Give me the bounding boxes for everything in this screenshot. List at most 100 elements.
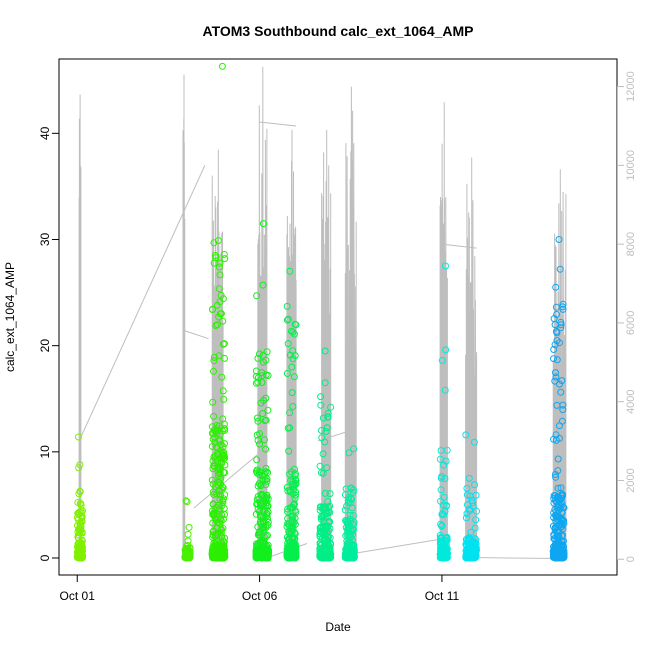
data-point: [283, 316, 291, 324]
data-point: [210, 527, 218, 535]
data-point: [342, 517, 350, 525]
data-point: [344, 528, 352, 536]
data-point: [214, 547, 222, 555]
data-point: [288, 533, 296, 541]
data-point: [557, 484, 565, 492]
data-point: [441, 475, 449, 482]
data-point: [322, 522, 330, 529]
data-point: [186, 550, 194, 558]
y2-axis-tick-label: 0: [625, 556, 637, 562]
data-point: [259, 281, 267, 289]
data-point: [318, 427, 325, 434]
data-point: [289, 520, 297, 528]
data-point: [262, 495, 270, 503]
data-point: [253, 456, 261, 464]
data-point: [550, 492, 558, 500]
data-point: [220, 340, 228, 348]
data-point: [290, 373, 298, 381]
data-point: [209, 519, 217, 527]
data-point: [342, 532, 350, 540]
series-cluster: [462, 431, 480, 562]
data-point: [219, 524, 227, 532]
data-point: [317, 401, 325, 409]
data-point: [260, 396, 267, 404]
data-point: [288, 468, 295, 476]
data-point: [559, 303, 566, 311]
data-point: [551, 377, 559, 385]
data-point: [254, 493, 262, 500]
data-point: [437, 474, 445, 482]
chart-title: ATOM3 Southbound calc_ext_1064_AMP: [203, 23, 474, 39]
data-point: [326, 554, 334, 562]
data-point: [263, 475, 271, 483]
data-point: [215, 263, 223, 271]
data-point: [218, 543, 226, 551]
data-point: [256, 518, 264, 526]
data-point: [214, 518, 222, 526]
data-point: [555, 236, 563, 243]
data-point: [438, 521, 446, 529]
data-point: [322, 503, 330, 511]
data-point: [254, 505, 262, 513]
data-point: [263, 512, 271, 520]
y2-axis-tick-label: 8000: [625, 232, 637, 256]
series-cluster: [73, 433, 87, 562]
data-point: [341, 506, 349, 514]
data-point: [252, 467, 260, 475]
data-point: [557, 318, 565, 326]
data-point: [350, 545, 358, 553]
data-point: [438, 357, 446, 364]
series-cluster: [252, 220, 273, 562]
data-point: [321, 489, 329, 497]
data-point: [220, 552, 228, 560]
data-point: [78, 518, 86, 526]
data-point: [213, 321, 221, 329]
data-point: [316, 539, 324, 547]
data-point: [254, 414, 261, 422]
data-point: [316, 506, 324, 514]
data-point: [440, 461, 448, 469]
data-point: [284, 508, 292, 516]
data-point: [350, 445, 358, 453]
data-point: [555, 551, 563, 559]
data-point: [321, 347, 329, 355]
data-point: [220, 250, 228, 258]
data-point: [319, 414, 327, 422]
data-point: [469, 554, 477, 562]
data-point: [317, 528, 325, 536]
data-point: [471, 524, 479, 532]
data-point: [212, 322, 220, 329]
data-point: [321, 504, 329, 512]
data-point: [552, 283, 560, 291]
data-point: [262, 532, 270, 540]
data-point: [209, 480, 217, 488]
data-point: [288, 552, 296, 560]
data-point: [441, 386, 449, 394]
data-point: [215, 472, 223, 480]
data-point: [255, 507, 263, 515]
data-point: [213, 421, 221, 429]
data-point: [317, 469, 325, 477]
axes: 0 10 20 30 40 0 2000 4000 6000 8000 10000 12000 Oct …: [38, 58, 637, 603]
data-point: [218, 427, 226, 435]
data-point: [555, 522, 563, 530]
data-point: [221, 511, 228, 519]
data-point: [214, 237, 222, 245]
data-point: [262, 552, 270, 560]
y-axis-tick-label: 20: [38, 339, 52, 353]
data-point: [211, 509, 219, 517]
data-point: [221, 491, 229, 499]
data-point: [288, 389, 296, 397]
data-point: [552, 517, 560, 524]
data-point: [323, 554, 331, 562]
data-point: [76, 461, 84, 469]
data-point: [254, 417, 262, 425]
data-point: [75, 433, 82, 441]
data-point: [559, 305, 567, 313]
data-point: [221, 440, 228, 448]
data-point: [289, 403, 297, 410]
data-point: [211, 452, 219, 460]
data-point: [322, 428, 330, 435]
data-point: [470, 438, 478, 446]
data-point: [349, 488, 357, 496]
